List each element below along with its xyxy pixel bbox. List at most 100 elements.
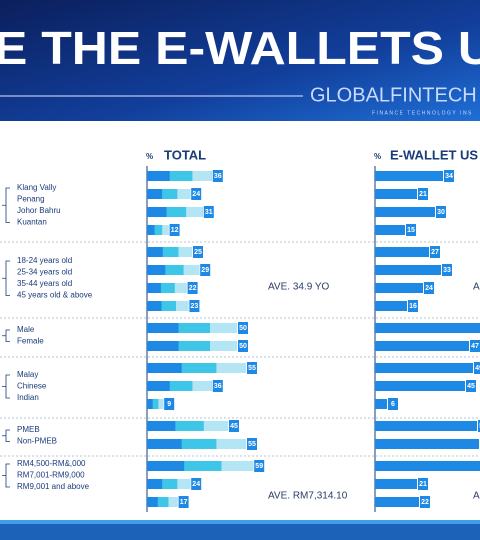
value-label: 12 (171, 227, 179, 234)
bar-shade (177, 479, 191, 489)
value-box (420, 496, 430, 508)
value-label: 6 (391, 401, 395, 408)
row-label: Johor Bahru (17, 206, 61, 215)
annotation: AVE. RM7,314.10 (268, 491, 348, 502)
bar-shade (162, 247, 179, 257)
bracket (2, 260, 10, 296)
bar-shade (169, 171, 193, 181)
bar-shade (210, 323, 237, 333)
bar-shade (181, 363, 217, 373)
value-label: 27 (431, 249, 439, 256)
bar-shade (178, 341, 210, 351)
value-label: 15 (407, 227, 415, 234)
value-label: 23 (191, 303, 199, 310)
column-unit: % (374, 152, 381, 161)
bar-shade (162, 225, 169, 235)
row-label: Klang Vally (17, 183, 56, 192)
value-box (424, 282, 434, 294)
value-box (191, 188, 202, 200)
value-box (254, 460, 265, 472)
bar (375, 323, 480, 333)
value-box (418, 188, 428, 200)
value-box (200, 264, 211, 276)
bar (375, 479, 417, 489)
value-label: 45 (230, 423, 238, 430)
bar-shade (175, 421, 204, 431)
bar-shade (177, 189, 191, 199)
footer-stripe (0, 520, 480, 524)
bar-shade (162, 479, 178, 489)
bar-shade (203, 421, 228, 431)
value-label: 21 (419, 481, 427, 488)
row-label: Non-PMEB (17, 437, 57, 446)
tagline: FINANCE TECHNOLOGY INS (372, 110, 473, 116)
value-label: 55 (248, 365, 256, 372)
bar-shade (216, 363, 246, 373)
value-box (238, 340, 248, 352)
bar (375, 247, 429, 257)
annotation: A (473, 491, 480, 502)
value-label: 24 (425, 285, 433, 292)
value-box (406, 224, 416, 236)
bracket (2, 329, 10, 342)
bar-shade (174, 283, 187, 293)
value-box (474, 362, 480, 374)
bar-shade (162, 189, 178, 199)
bar-shade (168, 497, 178, 507)
bar-shade (221, 461, 254, 471)
bar-shade (210, 341, 237, 351)
value-box (229, 420, 239, 432)
body-background (0, 121, 480, 520)
value-label: 50 (239, 343, 247, 350)
value-box (189, 300, 200, 312)
column-title: TOTAL (164, 147, 206, 162)
row-label: Malay (17, 370, 38, 379)
bar (375, 439, 479, 449)
bar-shade (157, 497, 169, 507)
value-box (247, 438, 257, 450)
row-label: Male (17, 325, 35, 334)
value-box (470, 340, 480, 352)
bracket (2, 429, 10, 442)
bracket (2, 374, 10, 399)
header-background (0, 0, 480, 121)
row-label: Chinese (17, 382, 47, 391)
bar-shade (216, 439, 246, 449)
value-label: 30 (437, 209, 445, 216)
bar-shade (183, 265, 200, 275)
value-box (444, 170, 454, 182)
bar (375, 265, 441, 275)
value-box (442, 264, 452, 276)
footer-band (0, 520, 480, 540)
value-label: 9 (167, 401, 171, 408)
row-label: 25-34 years old (17, 268, 72, 277)
bar-shade (165, 265, 184, 275)
value-label: 24 (192, 191, 200, 198)
value-label: 25 (194, 249, 202, 256)
value-label: 34 (445, 173, 453, 180)
value-box (247, 362, 257, 374)
column-title: E-WALLET US (390, 147, 478, 162)
bar (375, 283, 423, 293)
value-box (164, 398, 175, 410)
value-box (388, 398, 398, 410)
value-box (408, 300, 418, 312)
bar-shade (192, 381, 212, 391)
bar (375, 399, 387, 409)
value-box (418, 478, 428, 490)
bracket (2, 463, 10, 488)
row-label: Penang (17, 195, 45, 204)
value-box (187, 282, 198, 294)
bar-shade (178, 247, 192, 257)
value-box (178, 496, 189, 508)
row-label: Female (17, 337, 44, 346)
value-label: 17 (180, 499, 188, 506)
bar (375, 421, 477, 431)
value-label: 16 (409, 303, 417, 310)
row-label: PMEB (17, 425, 40, 434)
value-label: 22 (421, 499, 429, 506)
value-box (238, 322, 248, 334)
value-box (193, 246, 203, 258)
bar-shade (169, 381, 193, 391)
